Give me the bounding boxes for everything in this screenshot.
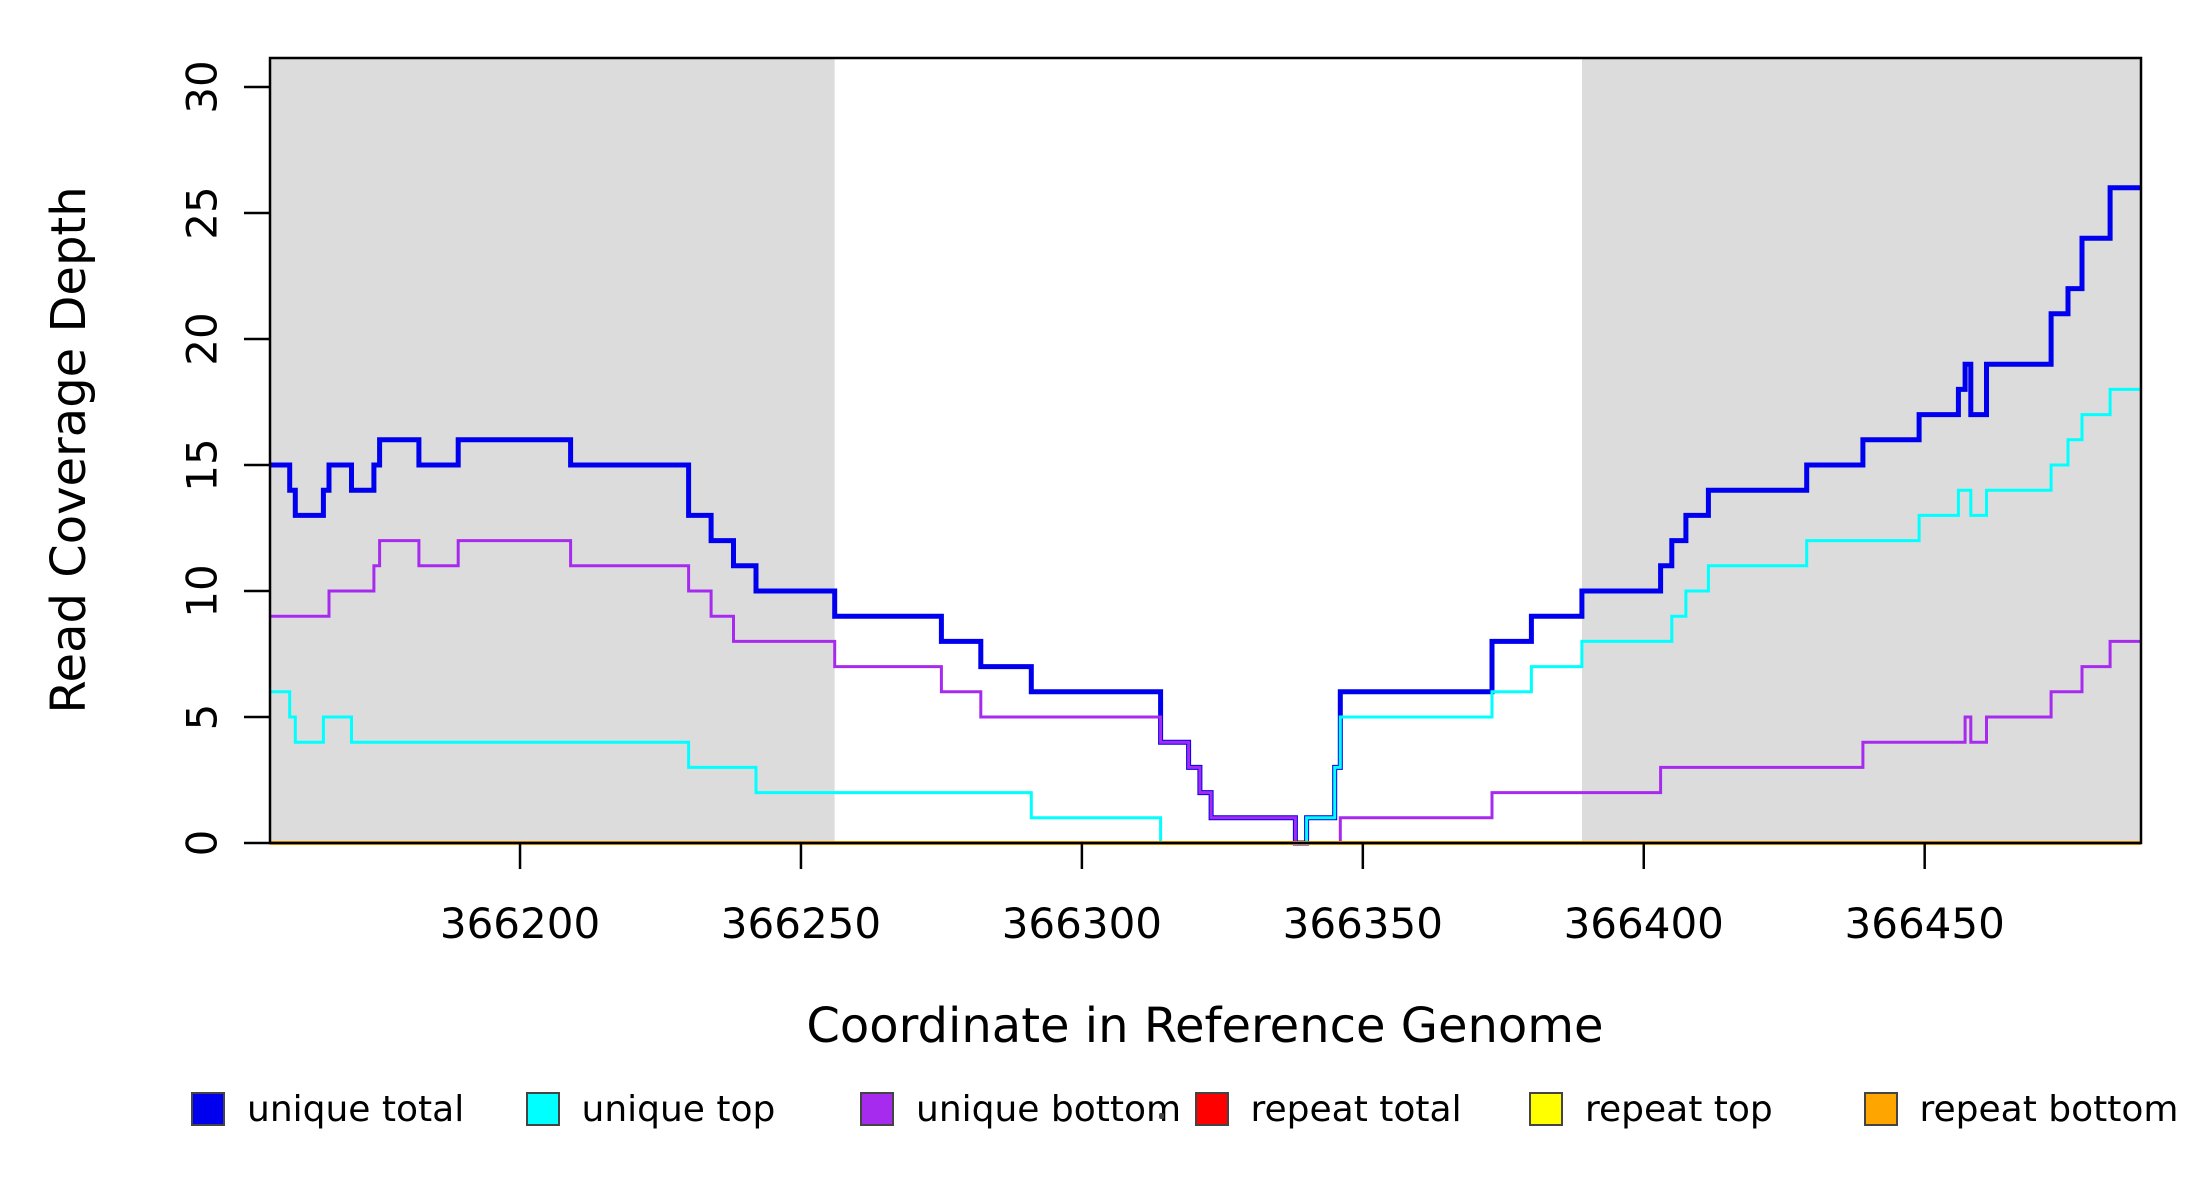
legend-label: repeat top [1585, 1088, 1773, 1130]
legend-item-unique-total: unique total [191, 1085, 464, 1133]
legend-item-unique-top: unique top [525, 1085, 776, 1133]
legend-item-repeat-total: repeat total [1194, 1085, 1462, 1133]
y-tick-label: 15 [178, 438, 227, 491]
y-tick-label: 30 [178, 60, 227, 113]
stray-dot-mark [1159, 1113, 1164, 1119]
axes-layer: 366200 366250 366300 366350 366400 366450 0 5 10… [178, 60, 2005, 948]
legend-label: unique top [581, 1088, 776, 1130]
x-axis-title: Coordinate in Reference Genome [806, 998, 1603, 1054]
legend-label: unique total [247, 1088, 465, 1130]
legend-item-repeat-bottom: repeat bottom [1863, 1085, 2179, 1133]
legend-label: repeat total [1250, 1088, 1462, 1130]
legend: unique total unique top unique bottom repea… [0, 1085, 2200, 1133]
legend-swatch-unique-bottom-icon [860, 1092, 894, 1126]
legend-label: unique bottom [916, 1088, 1182, 1130]
y-tick-label: 0 [178, 830, 227, 857]
y-tick-label: 20 [178, 312, 227, 365]
y-axis-title: Read Coverage Depth [41, 186, 97, 713]
x-tick-label: 366250 [721, 899, 881, 948]
x-tick-label: 366400 [1564, 899, 1724, 948]
legend-swatch-unique-total-icon [191, 1092, 225, 1126]
plot-frame [268, 56, 2143, 845]
shaded-regions-layer [270, 58, 2141, 843]
legend-label: repeat bottom [1919, 1088, 2179, 1130]
series-unique-top-line [270, 387, 2141, 845]
legend-swatch-repeat-total-icon [1194, 1092, 1229, 1126]
legend-swatch-repeat-top-icon [1529, 1092, 1563, 1126]
x-tick-label: 366200 [440, 899, 600, 948]
legend-item-unique-bottom: unique bottom [860, 1085, 1181, 1133]
legend-item-repeat-top: repeat top [1529, 1085, 1773, 1133]
y-tick-label: 5 [178, 704, 227, 731]
legend-swatch-unique-top-icon [525, 1092, 560, 1126]
shaded-region [270, 58, 835, 843]
legend-swatch-repeat-bottom-icon [1863, 1092, 1898, 1126]
x-tick-label: 366350 [1283, 899, 1443, 948]
y-tick-label: 10 [178, 564, 227, 617]
y-tick-label: 25 [178, 186, 227, 239]
x-tick-label: 366300 [1002, 899, 1162, 948]
series-unique-bottom-line [270, 539, 2141, 845]
x-tick-label: 366450 [1845, 899, 2005, 948]
